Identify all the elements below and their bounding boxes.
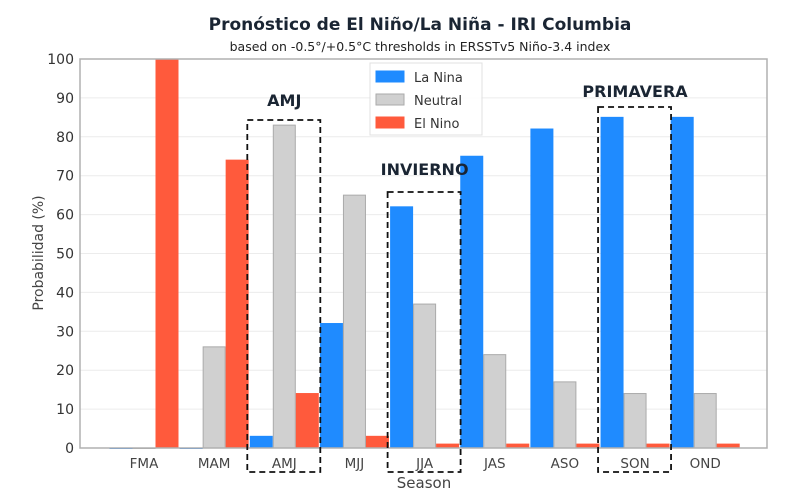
y-tick-label: 100 bbox=[47, 52, 74, 68]
x-tick-label: SON bbox=[620, 456, 649, 472]
bar-neutral-aso bbox=[553, 381, 577, 449]
legend-swatch-el-nino bbox=[375, 116, 405, 129]
bar-neutral-ond bbox=[693, 393, 717, 449]
bar-la-nina-jja bbox=[390, 206, 414, 449]
x-tick-label: JJA bbox=[415, 456, 434, 472]
highlight-box-son bbox=[597, 106, 672, 473]
bar-neutral-mam bbox=[202, 346, 226, 449]
legend-swatch-la-nina bbox=[375, 70, 405, 83]
legend-label: La Nina bbox=[414, 71, 463, 86]
x-tick-label: FMA bbox=[130, 456, 159, 472]
legend-swatch-neutral bbox=[375, 93, 405, 106]
plot-frame bbox=[79, 58, 768, 449]
y-tick-label: 30 bbox=[56, 324, 74, 340]
chart-title: Pronóstico de El Niño/La Niña - IRI Colu… bbox=[209, 15, 632, 35]
annotation-label: PRIMAVERA bbox=[582, 82, 688, 101]
bar-neutral-son bbox=[623, 393, 647, 449]
annotation-label: AMJ bbox=[267, 91, 301, 110]
bar-la-nina-amj bbox=[249, 435, 273, 449]
bar-neutral-mjj bbox=[342, 194, 366, 449]
x-tick-label: JAS bbox=[483, 456, 506, 472]
bar-la-nina-jas bbox=[460, 155, 484, 449]
legend: La Nina Neutral El Nino bbox=[369, 62, 483, 136]
bar-la-nina-mjj bbox=[319, 323, 343, 449]
highlight-box-jja bbox=[386, 191, 462, 473]
y-axis-label: Probabilidad (%) bbox=[31, 195, 47, 310]
bar-el-nino-mjj bbox=[365, 435, 389, 449]
y-tick-label: 40 bbox=[56, 285, 74, 301]
x-tick-label: ASO bbox=[551, 456, 579, 472]
bar-el-nino-fma bbox=[155, 58, 179, 449]
bar-la-nina-ond bbox=[670, 116, 694, 449]
bar-neutral-jas bbox=[483, 354, 507, 449]
y-tick-label: 50 bbox=[56, 247, 74, 263]
bar-la-nina-aso bbox=[530, 128, 554, 449]
x-axis-label: Season bbox=[397, 474, 451, 492]
y-tick-label: 0 bbox=[65, 441, 74, 457]
annotation-label: INVIERNO bbox=[381, 160, 469, 179]
y-tick-label: 70 bbox=[56, 169, 74, 185]
y-tick-label: 20 bbox=[56, 363, 74, 379]
x-tick-label: MJJ bbox=[345, 456, 365, 472]
y-tick-label: 80 bbox=[56, 130, 74, 146]
y-tick-label: 10 bbox=[56, 402, 74, 418]
bar-la-nina-son bbox=[600, 116, 624, 449]
bar-el-nino-amj bbox=[295, 393, 319, 449]
legend-label: El Nino bbox=[414, 117, 460, 132]
bar-neutral-jja bbox=[413, 303, 437, 449]
bar-el-nino-mam bbox=[225, 159, 249, 449]
legend-label: Neutral bbox=[414, 94, 462, 109]
x-tick-label: OND bbox=[690, 456, 721, 472]
y-tick-label: 90 bbox=[56, 91, 74, 107]
bar-neutral-amj bbox=[272, 124, 296, 449]
chart-subtitle: based on -0.5°/+0.5°C thresholds in ERSS… bbox=[230, 39, 611, 54]
x-tick-label: MAM bbox=[198, 456, 231, 472]
x-tick-label: AMJ bbox=[272, 456, 297, 472]
y-tick-label: 60 bbox=[56, 208, 74, 224]
highlight-box-amj bbox=[246, 119, 322, 473]
